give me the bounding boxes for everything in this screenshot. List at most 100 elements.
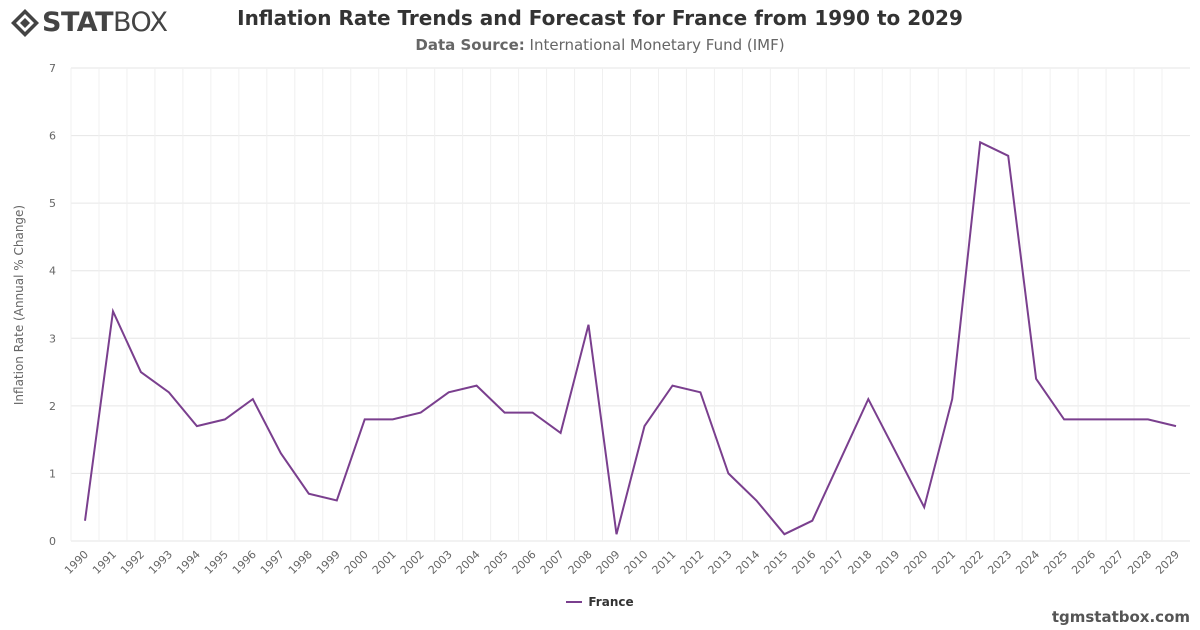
grid-lines	[70, 67, 1190, 542]
x-tick-label: 2008	[566, 548, 595, 577]
logo-text: STATBOX	[42, 8, 168, 38]
data-point[interactable]	[193, 422, 201, 430]
legend-swatch-france	[566, 601, 583, 603]
data-point[interactable]	[696, 388, 704, 396]
x-tick-label: 2025	[1041, 548, 1070, 577]
x-tick-label: 2015	[761, 548, 790, 577]
data-point[interactable]	[1004, 152, 1012, 160]
x-tick-label: 2011	[650, 548, 679, 577]
x-tick-label: 1997	[258, 548, 287, 577]
data-point[interactable]	[864, 395, 872, 403]
data-point[interactable]	[640, 422, 648, 430]
subtitle-value: International Monetary Fund (IMF)	[529, 36, 785, 54]
x-tick-label: 1996	[230, 548, 259, 577]
y-tick-label: 6	[49, 130, 56, 143]
x-tick-label: 1998	[286, 548, 315, 577]
data-point[interactable]	[305, 490, 313, 498]
x-tick-label: 2029	[1153, 548, 1182, 577]
diamond-arrows-icon	[11, 9, 39, 37]
x-tick-label: 1992	[118, 548, 147, 577]
data-point[interactable]	[529, 409, 537, 417]
data-point[interactable]	[948, 395, 956, 403]
x-tick-label: 2017	[817, 548, 846, 577]
x-tick-label: 2014	[734, 548, 763, 577]
x-tick-label: 2028	[1125, 548, 1154, 577]
y-tick-label: 0	[49, 535, 56, 548]
data-point[interactable]	[389, 415, 397, 423]
y-tick-label: 3	[49, 332, 56, 345]
data-point[interactable]	[557, 429, 565, 437]
x-tick-label: 1994	[174, 548, 203, 577]
legend-label-france: France	[588, 595, 634, 609]
data-point[interactable]	[137, 368, 145, 376]
x-tick-label: 2012	[678, 548, 707, 577]
x-tick-label: 1990	[62, 548, 91, 577]
data-point[interactable]	[1060, 415, 1068, 423]
x-tick-label: 1999	[314, 548, 343, 577]
data-point[interactable]	[1088, 415, 1096, 423]
x-tick-label: 2024	[1013, 548, 1042, 577]
data-point[interactable]	[501, 409, 509, 417]
x-tick-label: 2016	[789, 548, 818, 577]
x-tick-label: 2010	[622, 548, 651, 577]
data-point[interactable]	[585, 321, 593, 329]
x-tick-label: 2027	[1097, 548, 1126, 577]
data-point[interactable]	[780, 530, 788, 538]
data-point[interactable]	[445, 388, 453, 396]
data-point[interactable]	[333, 496, 341, 504]
y-axis-ticks: 0 1 2 3 4 5 6 7	[49, 62, 56, 548]
data-point[interactable]	[892, 449, 900, 457]
x-tick-label: 2003	[426, 548, 455, 577]
logo-text-bold: STAT	[42, 7, 113, 38]
statbox-logo: STATBOX	[10, 6, 168, 40]
subtitle-label: Data Source:	[415, 36, 525, 54]
x-axis-ticks: 1990199119921993199419951996199719981999…	[62, 548, 1182, 577]
data-point[interactable]	[808, 517, 816, 525]
data-point[interactable]	[1116, 415, 1124, 423]
x-tick-label: 2001	[370, 548, 399, 577]
data-point[interactable]	[165, 388, 173, 396]
series-line-france[interactable]	[84, 140, 1177, 536]
y-tick-label: 1	[49, 467, 56, 480]
data-point[interactable]	[221, 415, 229, 423]
data-point[interactable]	[277, 449, 285, 457]
x-tick-label: 2006	[510, 548, 539, 577]
y-axis-label: Inflation Rate (Annual % Change)	[12, 205, 26, 405]
x-tick-label: 2000	[342, 548, 371, 577]
data-point[interactable]	[1172, 422, 1180, 430]
data-point[interactable]	[473, 382, 481, 390]
data-point[interactable]	[752, 496, 760, 504]
x-tick-label: 1995	[202, 548, 231, 577]
x-tick-label: 2009	[594, 548, 623, 577]
x-tick-label: 2013	[706, 548, 735, 577]
x-tick-label: 2026	[1069, 548, 1098, 577]
data-point[interactable]	[976, 138, 984, 146]
y-tick-label: 5	[49, 197, 56, 210]
data-point[interactable]	[361, 415, 369, 423]
data-point[interactable]	[920, 503, 928, 511]
data-point[interactable]	[249, 395, 257, 403]
x-tick-label: 2019	[873, 548, 902, 577]
data-point[interactable]	[109, 307, 117, 315]
data-point[interactable]	[668, 382, 676, 390]
x-tick-label: 2023	[985, 548, 1014, 577]
x-tick-label: 2002	[398, 548, 427, 577]
data-point[interactable]	[1144, 415, 1152, 423]
data-point[interactable]	[81, 517, 89, 525]
y-tick-label: 4	[49, 265, 56, 278]
site-credit: tgmstatbox.com	[1051, 608, 1190, 626]
data-point[interactable]	[724, 469, 732, 477]
data-point[interactable]	[1032, 375, 1040, 383]
chart-title: Inflation Rate Trends and Forecast for F…	[237, 6, 963, 30]
legend[interactable]: France	[0, 595, 1200, 609]
data-point[interactable]	[836, 456, 844, 464]
y-tick-label: 2	[49, 400, 56, 413]
x-tick-label: 2004	[454, 548, 483, 577]
y-tick-label: 7	[49, 62, 56, 75]
x-tick-label: 1991	[90, 548, 119, 577]
x-tick-label: 2020	[901, 548, 930, 577]
data-point[interactable]	[417, 409, 425, 417]
data-point[interactable]	[613, 530, 621, 538]
x-tick-label: 2005	[482, 548, 511, 577]
